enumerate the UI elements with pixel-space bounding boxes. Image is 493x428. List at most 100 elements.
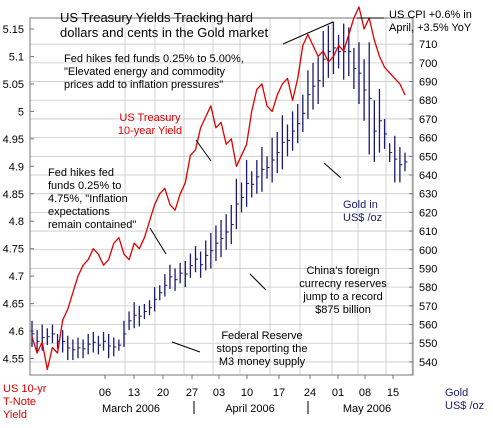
annotation-line: Federal Reserve — [221, 330, 302, 342]
y-right-tick-label: 610 — [419, 226, 437, 238]
annotation-line: US$ /oz — [343, 212, 382, 224]
annotation-line: 4.75%, "Inflation — [48, 193, 128, 205]
annotation-line: prices add to inflation pressures" — [64, 79, 223, 91]
plot-frame — [29, 17, 414, 376]
x-tick-label: 06 — [99, 387, 111, 399]
pointer-fed-500 — [282, 21, 334, 45]
y-right-tick-label: 700 — [419, 58, 437, 70]
y-left-axis-label: Yield — [3, 409, 27, 421]
x-tick-label: 15 — [387, 387, 399, 399]
y-right-tick-label: 570 — [419, 301, 437, 313]
annotation-line: 10-year Yield — [118, 125, 182, 137]
gold-series — [31, 21, 408, 361]
yield-series — [31, 6, 406, 371]
y-left-tick-label: 4.75 — [3, 244, 24, 256]
y-left-tick-label: 5.05 — [3, 79, 24, 91]
y-right-tick-label: 590 — [419, 263, 437, 275]
y-right-tick-label: 580 — [419, 282, 437, 294]
x-tick-label: 03 — [213, 387, 225, 399]
month-label: March 2006 — [102, 403, 160, 415]
pointer-treasury — [195, 139, 212, 162]
y-right-axis-label: Gold — [445, 387, 468, 399]
y-right-tick-label: 650 — [419, 151, 437, 163]
y-axis-right: 540 550 560 570 580 590 600 610 620 630 640 650 660 6… — [409, 39, 437, 369]
x-tick-label: 27 — [186, 387, 198, 399]
annotations: Fed hikes fed funds 0.25% to 5.00%,"Elev… — [48, 9, 472, 368]
pointer-gold — [323, 162, 342, 179]
grid — [30, 18, 413, 375]
annotation-line: China's foreign — [306, 265, 379, 277]
annotation-line: Fed hikes fed funds 0.25% to 5.00%, — [64, 53, 244, 65]
x-tick-label: 17 — [273, 387, 285, 399]
y-left-tick-label: 4.8 — [9, 216, 24, 228]
y-left-tick-label: 4.65 — [3, 299, 24, 311]
chart-title-line: US Treasury Yields Tracking hard — [60, 10, 253, 25]
y-left-axis-label: T-Note — [3, 396, 36, 408]
x-tick-label: 10 — [241, 387, 253, 399]
y-right-tick-label: 620 — [419, 207, 437, 219]
month-labels: March 2006 April 2006 May 2006 — [102, 401, 391, 415]
annotation-line: US CPI +0.6% in — [389, 9, 472, 21]
y-right-tick-label: 680 — [419, 95, 437, 107]
y-right-tick-label: 660 — [419, 133, 437, 145]
pointer-china — [249, 273, 267, 291]
y-axis-left: 4.55 4.6 4.65 4.7 4.75 4.8 4.85 4.9 4.95 5 5.05 5.1… — [3, 24, 34, 366]
y-right-tick-label: 560 — [419, 320, 437, 332]
x-axis: 06 13 20 27 03 10 17 24 01 08 15 — [99, 375, 399, 399]
y-left-tick-label: 5 — [18, 106, 24, 118]
annotation-line: April, +3.5% YoY — [389, 22, 472, 34]
annotation-line: funds 0.25% to — [48, 180, 121, 192]
annotation-line: $875 billion — [315, 304, 371, 316]
x-tick-label: 13 — [128, 387, 140, 399]
annotation-line: stops reporting the — [216, 343, 307, 355]
y-right-tick-label: 540 — [419, 357, 437, 369]
chart-title: US Treasury Yields Tracking harddollars … — [60, 10, 268, 40]
y-right-tick-label: 630 — [419, 189, 437, 201]
x-tick-label: 20 — [157, 387, 169, 399]
annotation-line: jump to a record — [302, 291, 382, 303]
pointer-fed-475 — [149, 227, 167, 255]
y-right-tick-label: 550 — [419, 338, 437, 350]
y-right-tick-label: 690 — [419, 77, 437, 89]
annotation-line: remain contained" — [48, 219, 136, 231]
annotation-line: expectations — [48, 206, 110, 218]
y-right-tick-label: 710 — [419, 39, 437, 51]
y-right-tick-label: 640 — [419, 170, 437, 182]
x-tick-label: 08 — [359, 387, 371, 399]
y-right-tick-label: 600 — [419, 245, 437, 257]
annotation-line: US Treasury — [119, 112, 181, 124]
annotation-pointers — [149, 17, 384, 353]
x-tick-label: 24 — [304, 387, 316, 399]
chart-title-line: dollars and cents in the Gold market — [60, 25, 268, 40]
y-left-tick-label: 5.1 — [9, 51, 24, 63]
y-left-tick-label: 4.7 — [9, 271, 24, 283]
annotation-line: Gold in — [343, 199, 378, 211]
y-left-tick-label: 5.15 — [3, 24, 24, 36]
annotation-line: currecny reserves — [299, 278, 387, 290]
month-label: April 2006 — [225, 403, 275, 415]
y-right-tick-label: 670 — [419, 114, 437, 126]
yield-line — [31, 6, 406, 371]
y-left-tick-label: 4.55 — [3, 354, 24, 366]
month-label: May 2006 — [343, 403, 391, 415]
y-left-tick-label: 4.9 — [9, 161, 24, 173]
annotation-fed-500: Fed hikes fed funds 0.25% to 5.00%,"Elev… — [64, 53, 244, 91]
annotation-line: "Elevated energy and commodity — [64, 66, 226, 78]
y-right-axis-label: US$ /oz — [445, 400, 484, 412]
annotation-line: Fed hikes fed — [48, 167, 114, 179]
y-left-tick-label: 4.95 — [3, 134, 24, 146]
y-left-tick-label: 4.85 — [3, 189, 24, 201]
y-left-tick-label: 4.6 — [9, 326, 24, 338]
pointer-fed-m3 — [171, 341, 201, 353]
x-tick-label: 01 — [332, 387, 344, 399]
y-left-axis-label: US 10-yr — [3, 383, 47, 395]
